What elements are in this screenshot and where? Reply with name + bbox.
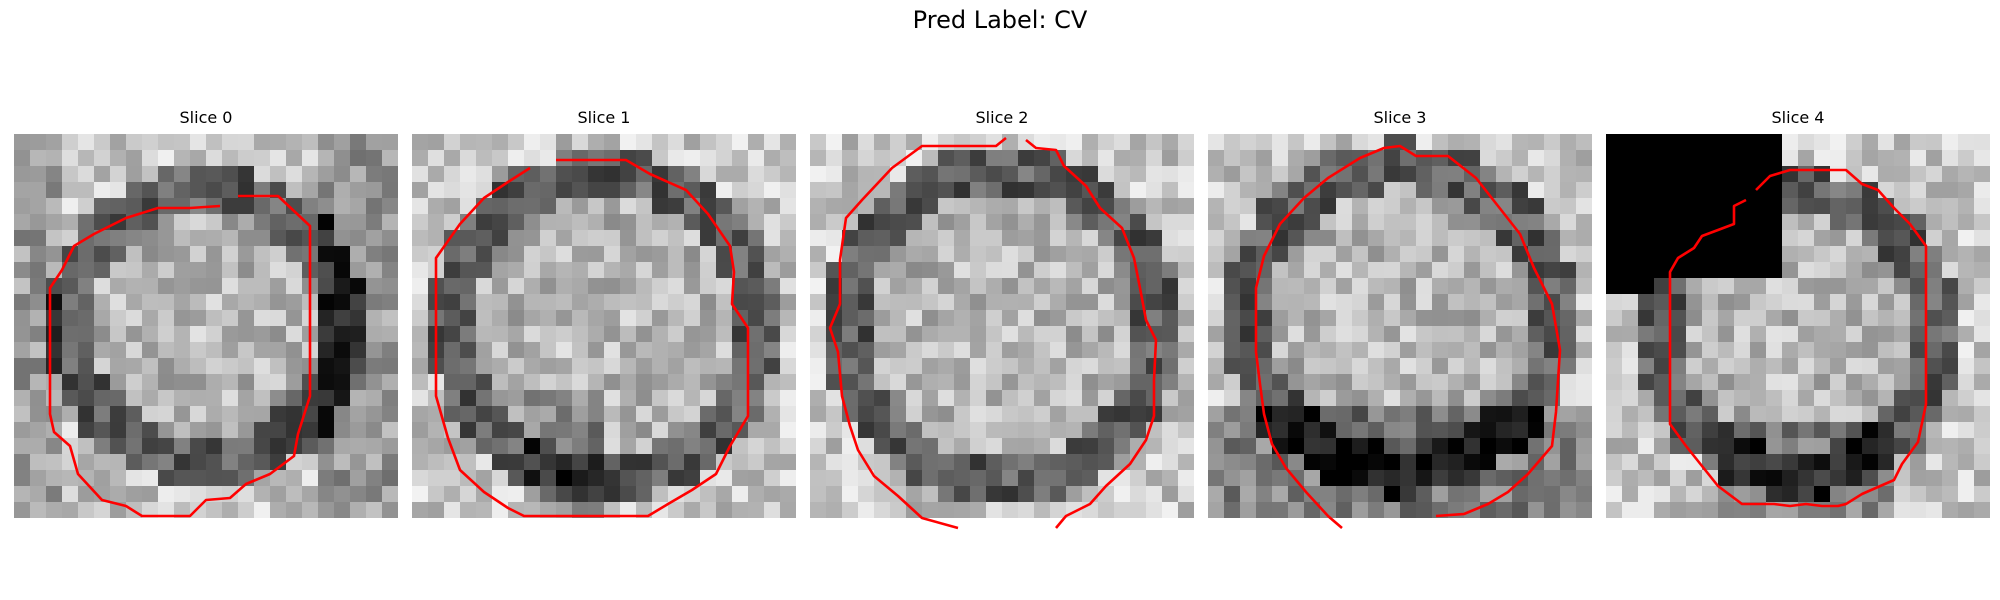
slice-panel-3: Slice 3: [1208, 108, 1592, 529]
slice-image: [810, 134, 1194, 518]
segmentation-contour: [828, 136, 1158, 530]
segmentation-contour: [434, 158, 750, 518]
slice-image: [14, 134, 398, 518]
slice-panel-2: Slice 2: [810, 108, 1194, 530]
slice-image: [412, 134, 796, 518]
slice-panel-0: Slice 0: [14, 108, 398, 518]
slice-image: [1208, 134, 1592, 518]
segmentation-contour: [1668, 168, 1928, 508]
figure-title: Pred Label: CV: [912, 6, 1088, 34]
slice-title: Slice 1: [577, 108, 631, 127]
slice-panel-1: Slice 1: [412, 108, 796, 518]
slice-title: Slice 4: [1771, 108, 1825, 127]
segmentation-contour: [48, 194, 312, 518]
segmentation-contour: [1254, 144, 1562, 529]
slice-title: Slice 0: [179, 108, 233, 127]
slice-panel-4: Slice 4: [1606, 108, 1990, 518]
slice-title: Slice 2: [975, 108, 1029, 127]
slice-title: Slice 3: [1373, 108, 1427, 127]
